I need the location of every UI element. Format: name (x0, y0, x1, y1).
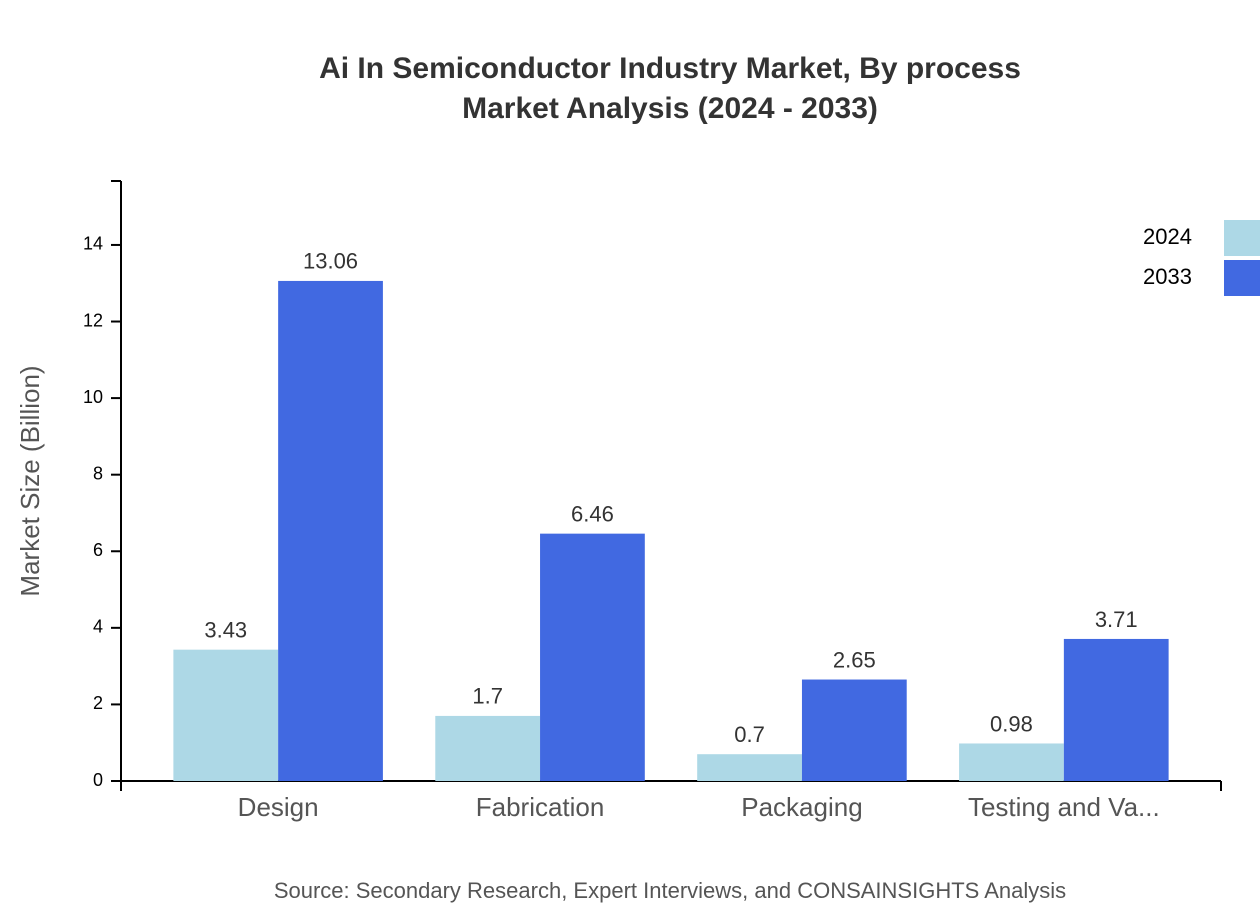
bar (435, 715, 541, 781)
y-tick-label: 2 (93, 693, 103, 713)
chart-subtitle: Market Analysis (2024 - 2033) (462, 92, 878, 125)
x-tick-label: Fabrication (476, 792, 605, 822)
bar (959, 743, 1064, 781)
x-tick-label: Packaging (741, 792, 862, 822)
data-label: 13.06 (303, 249, 358, 274)
source-note: Source: Secondary Research, Expert Inter… (274, 878, 1066, 903)
data-label: 3.43 (204, 617, 247, 642)
legend-label: 2024 (1143, 224, 1192, 249)
y-tick-label: 6 (93, 540, 103, 560)
bar (173, 649, 279, 781)
x-tick-label: Testing and Va... (968, 792, 1160, 822)
y-tick-label: 0 (93, 770, 103, 790)
data-label: 0.7 (734, 722, 765, 747)
y-tick-label: 12 (83, 310, 103, 330)
bar (278, 280, 383, 781)
y-tick-label: 10 (83, 387, 103, 407)
y-tick-label: 8 (93, 463, 103, 483)
data-label: 0.98 (990, 711, 1033, 736)
y-axis-label: Market Size (Billion) (15, 365, 45, 596)
data-label: 2.65 (833, 647, 876, 672)
legend-label: 2033 (1143, 264, 1192, 289)
bar (540, 533, 645, 781)
data-label: 3.71 (1095, 607, 1138, 632)
bar (697, 754, 802, 781)
bar (1063, 638, 1169, 781)
y-tick-label: 14 (83, 234, 103, 254)
bar (801, 679, 907, 781)
legend-swatch (1224, 260, 1260, 296)
data-label: 1.7 (472, 684, 503, 709)
legend-swatch (1224, 220, 1260, 256)
chart-title: Ai In Semiconductor Industry Market, By … (319, 52, 1021, 85)
data-label: 6.46 (571, 501, 614, 526)
y-tick-label: 4 (93, 617, 103, 637)
x-tick-label: Design (238, 792, 319, 822)
